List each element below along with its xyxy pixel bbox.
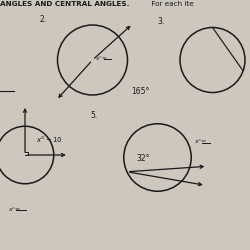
- Text: $x°$=: $x°$=: [8, 205, 21, 213]
- Text: $x°$=: $x°$=: [95, 54, 108, 62]
- Text: 3.: 3.: [158, 17, 165, 26]
- Text: ANGLES AND CENTRAL ANGLES.: ANGLES AND CENTRAL ANGLES.: [0, 1, 130, 7]
- Text: For each ite: For each ite: [149, 1, 194, 7]
- Text: 165°: 165°: [131, 87, 150, 96]
- Text: 5.: 5.: [90, 111, 97, 120]
- Text: $x°-10$: $x°-10$: [36, 134, 63, 144]
- Text: 32°: 32°: [136, 154, 150, 163]
- Text: 2.: 2.: [40, 15, 47, 24]
- Text: $x°$=: $x°$=: [194, 137, 207, 145]
